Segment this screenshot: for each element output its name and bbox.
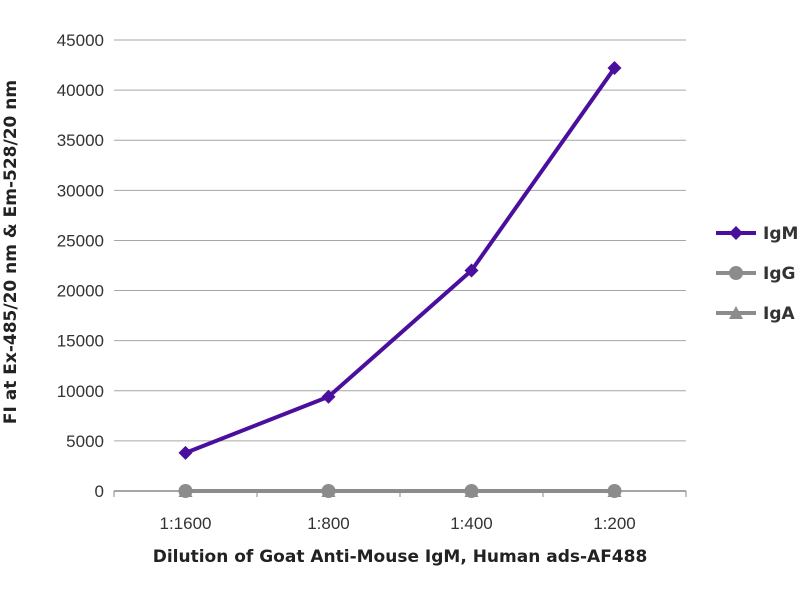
data-point [321, 389, 336, 404]
data-point [464, 484, 479, 498]
y-tick-label: 40000 [57, 81, 104, 100]
legend-item-igm: IgM [716, 224, 798, 244]
legend-label: IgG [763, 264, 795, 284]
series-line [184, 66, 617, 455]
y-tick-label: 45000 [57, 31, 104, 50]
y-tick-label: 30000 [57, 181, 104, 200]
data-point [321, 484, 336, 498]
y-tick-label: 25000 [57, 231, 104, 250]
gridlines [114, 39, 686, 442]
data-point [178, 484, 193, 498]
legend-marker [729, 226, 743, 240]
series-igm [178, 61, 622, 460]
legend-item-igg: IgG [716, 264, 795, 284]
legend-item-iga: IgA [716, 304, 795, 324]
x-axis-title: Dilution of Goat Anti-Mouse IgM, Human a… [153, 547, 648, 567]
data-point [607, 61, 622, 76]
y-tick-label: 35000 [57, 131, 104, 150]
y-tick-label: 5000 [66, 432, 104, 451]
legend-label: IgA [763, 304, 795, 324]
legend-marker [729, 266, 743, 280]
data-point [464, 263, 479, 278]
y-tick-labels: 0 5000 10000 15000 20000 25000 30000 35000 40000… [57, 31, 104, 501]
y-tick-label: 10000 [57, 382, 104, 401]
y-tick-label: 15000 [57, 332, 104, 351]
legend-label: IgM [763, 224, 798, 244]
legend-marker [729, 306, 743, 319]
x-tick-label: 1:800 [307, 514, 350, 533]
x-tick-label: 1:1600 [160, 514, 212, 533]
y-tick-label: 0 [95, 482, 104, 501]
series-group [178, 61, 622, 498]
legend: IgM IgG IgA [716, 224, 798, 324]
x-tick-label: 1:200 [593, 514, 636, 533]
y-axis-title: FI at Ex-485/20 nm & Em-528/20 nm [1, 80, 21, 424]
data-point [178, 445, 193, 460]
y-tick-label: 20000 [57, 282, 104, 301]
x-tick-labels: 1:1600 1:800 1:400 1:200 [160, 514, 636, 533]
x-tick-label: 1:400 [450, 514, 493, 533]
data-point [607, 484, 622, 498]
series-igg [178, 484, 622, 498]
